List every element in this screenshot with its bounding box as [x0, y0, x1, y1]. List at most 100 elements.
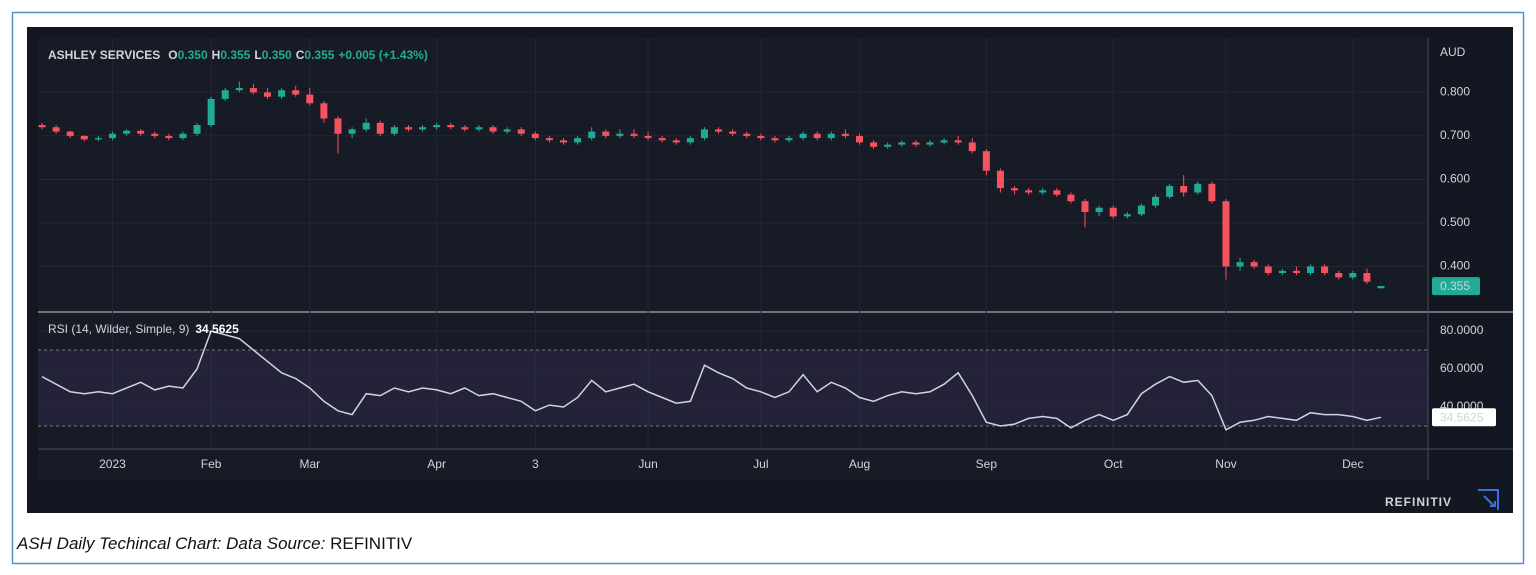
candle-body [743, 133, 751, 136]
ohlc-value: 0.355 [304, 48, 334, 62]
rsi-line [41, 330, 1382, 431]
candle-body [545, 138, 553, 141]
candle-body [108, 133, 116, 139]
candle-body [348, 129, 356, 134]
unit-label: AUD [1440, 45, 1466, 59]
candle-body [1278, 270, 1286, 274]
candle-body [1264, 266, 1272, 274]
candle-body [334, 118, 342, 134]
candle-body [616, 133, 624, 136]
candle-body [235, 88, 243, 91]
candle-body [799, 133, 807, 139]
candle-body [1180, 185, 1188, 193]
candle-body [151, 133, 159, 136]
candle-body [80, 135, 88, 140]
rsi-tag [1432, 408, 1496, 427]
ohlc-key: L [254, 48, 261, 62]
candle-body [1081, 201, 1089, 213]
price-legend: ASHLEY SERVICES O0.350 H0.355 L0.350 C0.355 +… [48, 48, 428, 62]
candle-body [1307, 266, 1315, 274]
candle-body [884, 144, 892, 147]
candle-body [1335, 273, 1343, 278]
ohlc-value: 0.350 [262, 48, 292, 62]
candle-body [757, 135, 765, 139]
candle-body [1377, 286, 1385, 289]
caption: ASH Daily Techincal Chart: Data Source: … [16, 534, 413, 553]
ohlc-value: 0.350 [178, 48, 208, 62]
x-tick-label: Sep [976, 457, 998, 471]
candle-body [912, 142, 920, 145]
candle-body [982, 151, 990, 171]
candle-body [1292, 270, 1300, 274]
candle-body [1067, 194, 1075, 202]
candle-body [249, 88, 257, 93]
y-tick-label: 0.500 [1440, 215, 1470, 229]
rsi-tag-label: 34.5625 [1440, 410, 1484, 424]
candle-body [954, 140, 962, 143]
candle-body [1123, 214, 1131, 217]
candle-body [66, 131, 74, 136]
ohlc-key: C [296, 48, 305, 62]
x-tick-label: Dec [1342, 457, 1363, 471]
x-tick-label: Oct [1104, 457, 1123, 471]
candle-body [292, 90, 300, 95]
candle-body [278, 90, 286, 97]
brand-icon [1478, 489, 1499, 510]
candle-body [165, 135, 173, 139]
candle-body [207, 98, 215, 126]
candle-body [193, 125, 201, 134]
candle-body [489, 127, 497, 132]
change: +0.005 (+1.43%) [338, 48, 427, 62]
candle-body [574, 138, 582, 143]
candle-body [870, 142, 878, 147]
brand: REFINITIV [1385, 495, 1452, 509]
candle-body [137, 130, 145, 134]
candle-body [700, 129, 708, 139]
candle-body [1194, 183, 1202, 193]
candle-body [1151, 196, 1159, 206]
candle-body [1250, 262, 1258, 267]
candle-body [1095, 207, 1103, 213]
candle-body [1363, 273, 1371, 282]
caption-text: ASH Daily Techincal Chart: Data Source: [16, 534, 326, 553]
candle-body [1109, 207, 1117, 217]
candle-body [926, 142, 934, 145]
candle-body [729, 131, 737, 134]
candle-body [404, 127, 412, 130]
candle-body [1025, 190, 1033, 193]
y-tick-label: 0.700 [1440, 128, 1470, 142]
candle-body [38, 125, 46, 128]
candle-body [264, 92, 272, 97]
y-tick-label: 80.0000 [1440, 323, 1484, 337]
candle-body [1011, 188, 1019, 191]
candle-body [52, 127, 60, 132]
candle-body [1039, 190, 1047, 193]
candle-body [771, 138, 779, 141]
candle-body [179, 133, 187, 139]
x-tick-label: 2023 [99, 457, 126, 471]
x-tick-label: Mar [299, 457, 320, 471]
candle-body [898, 142, 906, 145]
candle-body [644, 135, 652, 139]
candle-body [602, 131, 610, 136]
ohlc-key: H [212, 48, 221, 62]
candle-body [658, 138, 666, 141]
candle-body [785, 138, 793, 141]
caption-source: REFINITIV [330, 534, 413, 553]
candle-body [517, 129, 525, 134]
candle-body [1321, 266, 1329, 274]
x-tick-label: Jul [753, 457, 768, 471]
candle-body [362, 122, 370, 130]
candle-body [1053, 190, 1061, 195]
candle-body [475, 127, 483, 130]
candle-body [306, 94, 314, 104]
candle-body [376, 122, 384, 134]
candle-body [1137, 205, 1145, 215]
candle-body [686, 138, 694, 143]
rsi-legend: RSI (14, Wilder, Simple, 9) 34.5625 [48, 322, 239, 336]
x-tick-label: Jun [638, 457, 657, 471]
symbol: ASHLEY SERVICES [48, 48, 160, 62]
plot-bg [38, 38, 1428, 480]
candle-body [447, 125, 455, 128]
candle-body [390, 127, 398, 134]
